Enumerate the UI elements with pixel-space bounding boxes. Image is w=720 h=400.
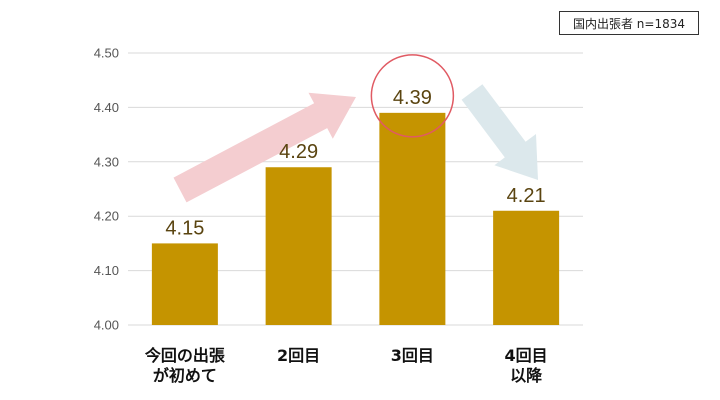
y-tick-label: 4.20 <box>94 209 119 224</box>
fall-arrow <box>461 84 538 180</box>
bar <box>379 112 446 325</box>
y-tick-label: 4.10 <box>94 263 119 278</box>
trend-arrows <box>173 84 538 203</box>
sample-size-badge: 国内出張者 n=1834 <box>559 11 699 35</box>
bar <box>265 167 332 325</box>
x-category-label: 以降 <box>510 366 543 385</box>
data-label: 4.39 <box>393 87 432 109</box>
bar <box>493 210 560 325</box>
bars <box>151 112 560 325</box>
highlight-circle <box>370 54 455 138</box>
rise-arrow <box>173 92 356 203</box>
data-labels: 4.15 4.29 4.39 4.21 <box>165 54 546 239</box>
data-label: 4.15 <box>165 217 204 239</box>
y-tick-label: 4.00 <box>94 318 119 333</box>
x-category-label: が初めて <box>153 366 217 385</box>
y-tick-label: 4.50 <box>94 46 119 61</box>
y-tick-label: 4.30 <box>94 154 119 169</box>
x-category-label: 今回の出張 <box>144 346 226 365</box>
data-label: 4.21 <box>507 185 546 207</box>
data-label: 4.29 <box>279 141 318 163</box>
bar <box>151 243 218 325</box>
y-axis-ticks: 4.00 4.10 4.20 4.30 4.40 4.50 <box>94 46 119 333</box>
y-tick-label: 4.40 <box>94 100 119 115</box>
x-category-label: 4回目 <box>505 346 548 365</box>
x-category-label: 3回目 <box>391 346 434 365</box>
x-category-label: 2回目 <box>277 346 320 365</box>
